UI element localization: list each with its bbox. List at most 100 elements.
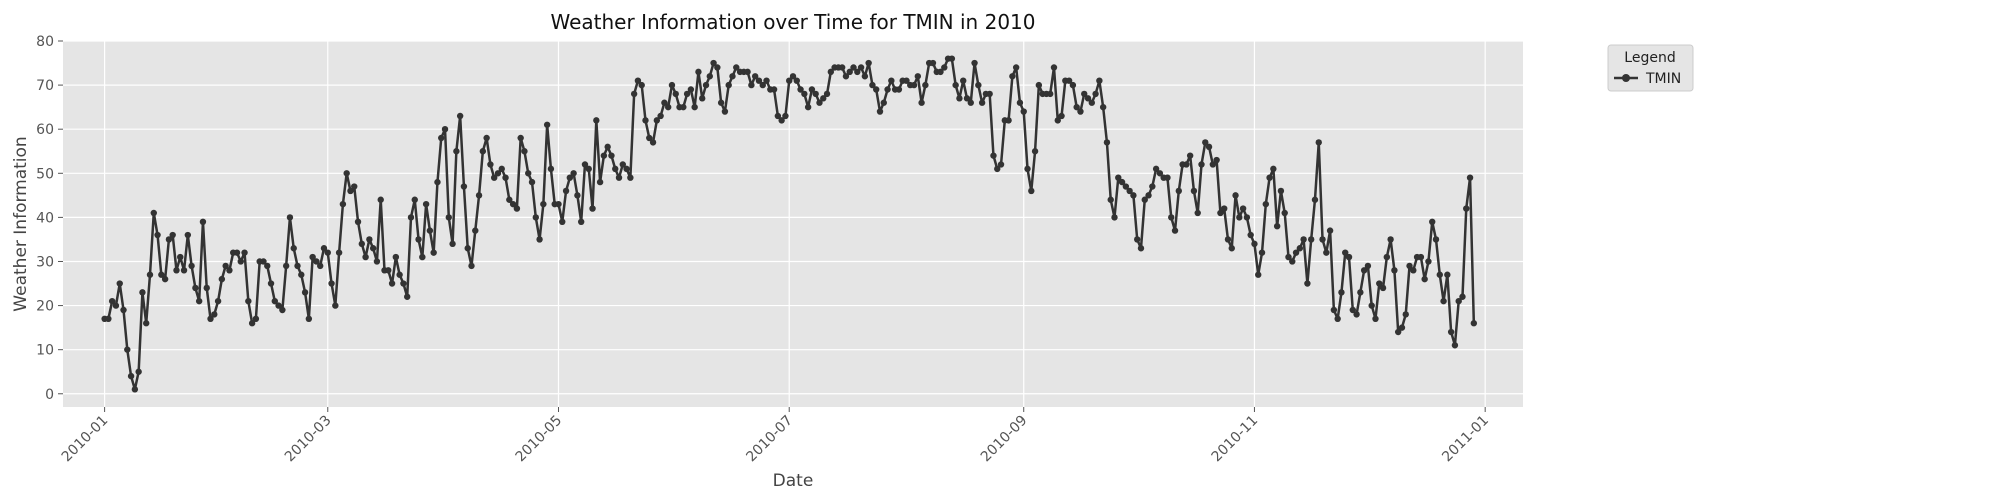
data-point — [532, 214, 539, 221]
y-tick-label: 10 — [36, 343, 54, 359]
data-point — [850, 64, 857, 71]
data-point — [702, 81, 710, 89]
y-tick-label: 0 — [45, 387, 54, 403]
data-point — [729, 73, 736, 80]
data-point — [456, 112, 464, 120]
data-point — [1364, 262, 1372, 270]
data-point — [1205, 143, 1213, 151]
data-point — [978, 99, 986, 106]
data-point — [1084, 95, 1092, 102]
data-point — [1319, 236, 1326, 243]
data-point — [487, 161, 494, 168]
data-point — [1081, 90, 1088, 98]
data-point — [1054, 117, 1061, 124]
data-point — [869, 81, 876, 89]
data-point — [400, 280, 407, 287]
data-point — [226, 267, 233, 274]
data-point — [1326, 227, 1334, 234]
data-point — [430, 249, 437, 256]
data-point — [509, 200, 517, 208]
data-point — [759, 81, 766, 89]
data-point — [1376, 280, 1383, 287]
data-point — [1255, 271, 1262, 278]
data-point — [963, 95, 971, 102]
data-point — [422, 200, 430, 208]
data-point — [1387, 236, 1394, 243]
data-point — [1122, 183, 1130, 190]
data-point — [127, 372, 135, 380]
data-point — [264, 262, 271, 270]
data-point — [214, 297, 222, 305]
data-point — [218, 275, 226, 283]
data-point — [1152, 165, 1160, 173]
data-point — [1126, 187, 1133, 195]
data-point — [638, 81, 645, 89]
data-point — [328, 280, 335, 287]
data-point — [1258, 249, 1266, 256]
data-point — [335, 249, 343, 256]
data-point — [861, 73, 869, 80]
data-point — [252, 315, 260, 323]
data-point — [540, 200, 547, 208]
data-point — [517, 134, 524, 142]
data-point — [354, 218, 362, 225]
data-point — [585, 165, 592, 173]
data-point — [192, 284, 199, 292]
data-point — [146, 271, 154, 278]
data-point — [1421, 275, 1428, 283]
data-point — [748, 81, 755, 89]
data-point — [1164, 174, 1171, 181]
data-point — [1406, 262, 1413, 270]
data-point — [1092, 90, 1099, 98]
data-point — [1243, 214, 1251, 221]
data-point — [1134, 236, 1141, 243]
data-point — [1171, 227, 1179, 234]
data-point — [1281, 209, 1288, 217]
data-point — [1410, 267, 1417, 274]
data-point — [1447, 328, 1455, 336]
data-point — [377, 196, 384, 203]
data-point — [241, 249, 248, 256]
data-point — [385, 267, 392, 274]
data-point — [460, 183, 468, 190]
data-point — [1141, 196, 1148, 203]
data-point — [714, 64, 721, 71]
data-point — [615, 174, 623, 181]
data-point — [298, 271, 305, 278]
data-point — [1239, 205, 1247, 212]
data-point — [1069, 81, 1077, 89]
data-point — [804, 103, 812, 111]
data-point — [203, 284, 210, 292]
data-point — [1209, 161, 1217, 168]
data-point — [396, 271, 403, 278]
data-point — [1251, 240, 1258, 248]
x-tick-label: 2010-03 — [282, 413, 335, 466]
data-point — [1353, 311, 1360, 318]
data-point — [415, 236, 422, 243]
data-point — [388, 280, 396, 287]
data-point — [188, 262, 195, 270]
data-point — [672, 90, 679, 98]
data-point — [1315, 139, 1322, 146]
data-point — [593, 117, 600, 124]
data-point — [392, 253, 400, 261]
data-point — [407, 214, 415, 221]
data-point — [1058, 112, 1065, 120]
data-point — [612, 165, 619, 173]
data-point — [260, 258, 267, 265]
data-point — [502, 174, 509, 181]
data-point — [1156, 170, 1164, 177]
data-point — [1028, 187, 1035, 195]
data-point — [1012, 64, 1020, 71]
data-point — [664, 103, 672, 111]
data-point — [468, 262, 475, 270]
data-point — [1024, 165, 1031, 173]
data-point — [143, 320, 150, 327]
data-point — [657, 112, 664, 120]
data-point — [1311, 196, 1319, 203]
data-point — [1220, 205, 1228, 212]
data-point — [623, 165, 630, 173]
data-point — [317, 262, 324, 270]
data-point — [683, 90, 691, 98]
